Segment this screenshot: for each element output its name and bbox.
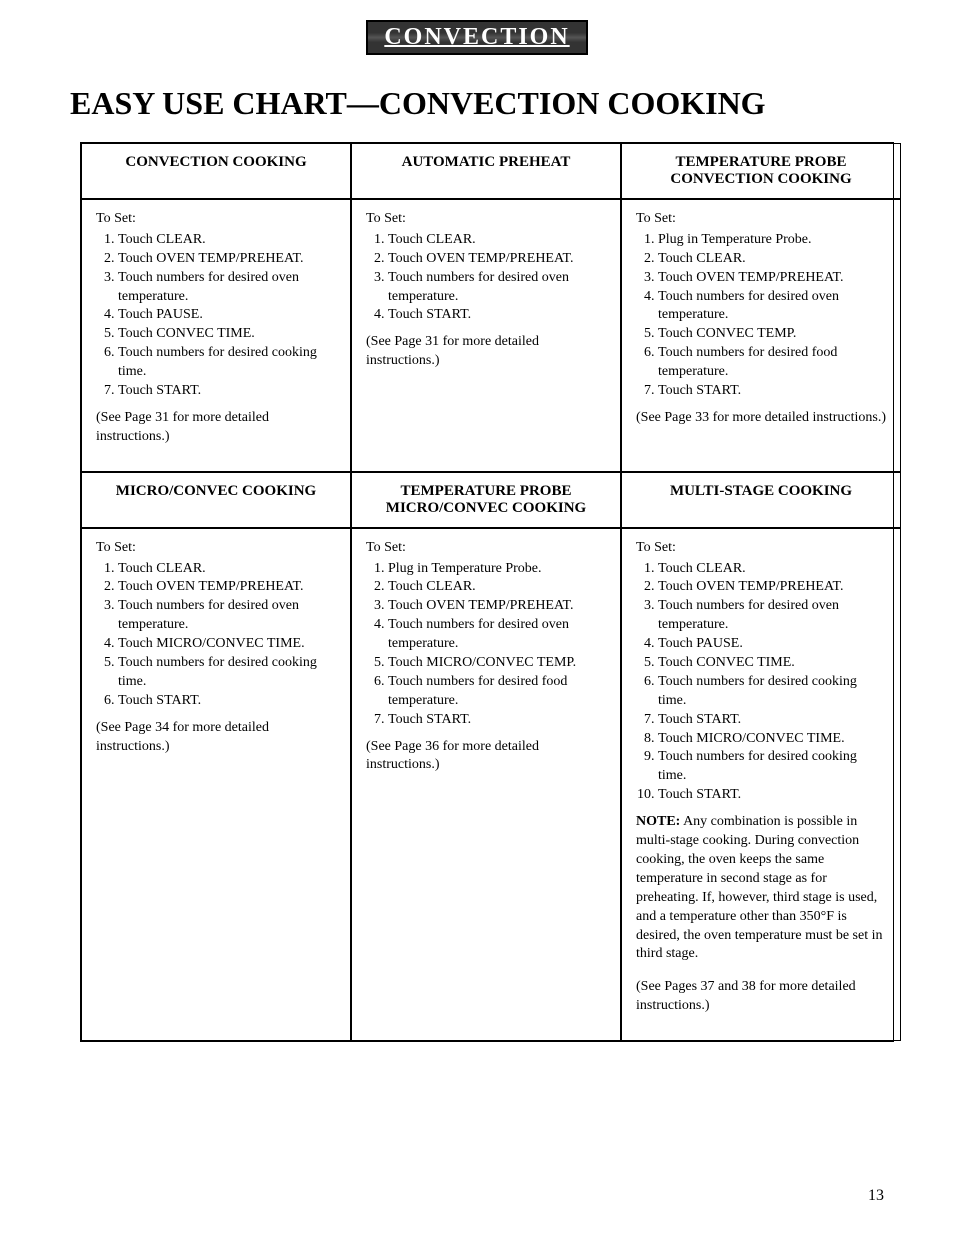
steps-c6: Touch CLEAR. Touch OVEN TEMP/PREHEAT. To… bbox=[636, 560, 886, 806]
step: Touch START. bbox=[658, 711, 886, 730]
banner-text: CONVECTION bbox=[366, 20, 587, 55]
hdr-l2: MICRO/CONVEC COOKING bbox=[366, 500, 606, 517]
cell-temp-probe-convection: To Set: Plug in Temperature Probe. Touch… bbox=[621, 199, 901, 472]
content-row-2: To Set: Touch CLEAR. Touch OVEN TEMP/PRE… bbox=[81, 528, 893, 1041]
step: Touch OVEN TEMP/PREHEAT. bbox=[388, 597, 606, 616]
note-c6: NOTE: Any combination is possible in mul… bbox=[636, 813, 886, 964]
to-set-label: To Set: bbox=[366, 210, 606, 229]
step: Touch numbers for desired food temperatu… bbox=[388, 673, 606, 711]
steps-c3: Plug in Temperature Probe. Touch CLEAR. … bbox=[636, 231, 886, 401]
hdr-temp-probe-micro-convec: TEMPERATURE PROBE MICRO/CONVEC COOKING bbox=[351, 472, 621, 528]
cell-multi-stage-cooking: To Set: Touch CLEAR. Touch OVEN TEMP/PRE… bbox=[621, 528, 901, 1041]
step: Touch CONVEC TIME. bbox=[658, 654, 886, 673]
note-c6-2: (See Pages 37 and 38 for more detailed i… bbox=[636, 978, 886, 1016]
steps-c5: Plug in Temperature Probe. Touch CLEAR. … bbox=[366, 560, 606, 730]
step: Touch START. bbox=[388, 711, 606, 730]
step: Touch CONVEC TIME. bbox=[118, 325, 336, 344]
banner: CONVECTION bbox=[0, 20, 954, 55]
note-c1: (See Page 31 for more detailed instructi… bbox=[96, 409, 336, 447]
note-c5: (See Page 36 for more detailed instructi… bbox=[366, 738, 606, 776]
header-row-2: MICRO/CONVEC COOKING TEMPERATURE PROBE M… bbox=[81, 472, 893, 528]
easy-use-chart: CONVECTION COOKING AUTOMATIC PREHEAT TEM… bbox=[80, 142, 894, 1042]
note-c4: (See Page 34 for more detailed instructi… bbox=[96, 719, 336, 757]
hdr-temp-probe-convection: TEMPERATURE PROBE CONVECTION COOKING bbox=[621, 143, 901, 199]
step: Touch CLEAR. bbox=[658, 250, 886, 269]
note-c3: (See Page 33 for more detailed instructi… bbox=[636, 409, 886, 428]
step: Plug in Temperature Probe. bbox=[658, 231, 886, 250]
step: Touch MICRO/CONVEC TIME. bbox=[118, 635, 336, 654]
step: Touch numbers for desired oven temperatu… bbox=[658, 288, 886, 326]
step: Touch START. bbox=[388, 306, 606, 325]
step: Touch numbers for desired oven temperatu… bbox=[118, 269, 336, 307]
step: Touch MICRO/CONVEC TEMP. bbox=[388, 654, 606, 673]
step: Touch numbers for desired oven temperatu… bbox=[388, 269, 606, 307]
cell-convection-cooking: To Set: Touch CLEAR. Touch OVEN TEMP/PRE… bbox=[81, 199, 351, 472]
step: Touch numbers for desired oven temperatu… bbox=[658, 597, 886, 635]
cell-temp-probe-micro-convec: To Set: Plug in Temperature Probe. Touch… bbox=[351, 528, 621, 1041]
hdr-l2: CONVECTION COOKING bbox=[636, 171, 886, 188]
hdr-multi-stage-cooking: MULTI-STAGE COOKING bbox=[621, 472, 901, 528]
steps-c4: Touch CLEAR. Touch OVEN TEMP/PREHEAT. To… bbox=[96, 560, 336, 711]
step: Touch numbers for desired oven temperatu… bbox=[388, 616, 606, 654]
page-number: 13 bbox=[868, 1187, 884, 1205]
step: Touch OVEN TEMP/PREHEAT. bbox=[658, 578, 886, 597]
steps-c1: Touch CLEAR. Touch OVEN TEMP/PREHEAT. To… bbox=[96, 231, 336, 401]
step: Touch CONVEC TEMP. bbox=[658, 325, 886, 344]
step: Touch numbers for desired oven temperatu… bbox=[118, 597, 336, 635]
hdr-l1: TEMPERATURE PROBE bbox=[636, 154, 886, 171]
to-set-label: To Set: bbox=[96, 539, 336, 558]
note-label: NOTE: bbox=[636, 814, 680, 829]
step: Touch MICRO/CONVEC TIME. bbox=[658, 730, 886, 749]
to-set-label: To Set: bbox=[96, 210, 336, 229]
cell-micro-convec-cooking: To Set: Touch CLEAR. Touch OVEN TEMP/PRE… bbox=[81, 528, 351, 1041]
step: Touch OVEN TEMP/PREHEAT. bbox=[118, 250, 336, 269]
step: Touch OVEN TEMP/PREHEAT. bbox=[388, 250, 606, 269]
to-set-label: To Set: bbox=[366, 539, 606, 558]
step: Touch CLEAR. bbox=[118, 560, 336, 579]
step: Touch numbers for desired cooking time. bbox=[118, 344, 336, 382]
step: Touch CLEAR. bbox=[658, 560, 886, 579]
step: Touch numbers for desired food temperatu… bbox=[658, 344, 886, 382]
step: Touch START. bbox=[658, 382, 886, 401]
step: Touch START. bbox=[118, 692, 336, 711]
step: Touch START. bbox=[658, 786, 886, 805]
to-set-label: To Set: bbox=[636, 539, 886, 558]
note-c2: (See Page 31 for more detailed instructi… bbox=[366, 333, 606, 371]
step: Touch numbers for desired cooking time. bbox=[658, 673, 886, 711]
hdr-automatic-preheat: AUTOMATIC PREHEAT bbox=[351, 143, 621, 199]
to-set-label: To Set: bbox=[636, 210, 886, 229]
step: Touch PAUSE. bbox=[118, 306, 336, 325]
step: Touch numbers for desired cooking time. bbox=[658, 748, 886, 786]
step: Touch OVEN TEMP/PREHEAT. bbox=[118, 578, 336, 597]
hdr-convection-cooking: CONVECTION COOKING bbox=[81, 143, 351, 199]
content-row-1: To Set: Touch CLEAR. Touch OVEN TEMP/PRE… bbox=[81, 199, 893, 472]
hdr-l1: TEMPERATURE PROBE bbox=[366, 483, 606, 500]
step: Touch START. bbox=[118, 382, 336, 401]
step: Plug in Temperature Probe. bbox=[388, 560, 606, 579]
steps-c2: Touch CLEAR. Touch OVEN TEMP/PREHEAT. To… bbox=[366, 231, 606, 325]
note-body: Any combination is possible in multi-sta… bbox=[636, 814, 882, 961]
page-title: EASY USE CHART—CONVECTION COOKING bbox=[70, 85, 954, 122]
step: Touch CLEAR. bbox=[388, 578, 606, 597]
step: Touch numbers for desired cooking time. bbox=[118, 654, 336, 692]
step: Touch CLEAR. bbox=[118, 231, 336, 250]
cell-automatic-preheat: To Set: Touch CLEAR. Touch OVEN TEMP/PRE… bbox=[351, 199, 621, 472]
hdr-micro-convec-cooking: MICRO/CONVEC COOKING bbox=[81, 472, 351, 528]
step: Touch CLEAR. bbox=[388, 231, 606, 250]
step: Touch PAUSE. bbox=[658, 635, 886, 654]
header-row-1: CONVECTION COOKING AUTOMATIC PREHEAT TEM… bbox=[81, 143, 893, 199]
step: Touch OVEN TEMP/PREHEAT. bbox=[658, 269, 886, 288]
